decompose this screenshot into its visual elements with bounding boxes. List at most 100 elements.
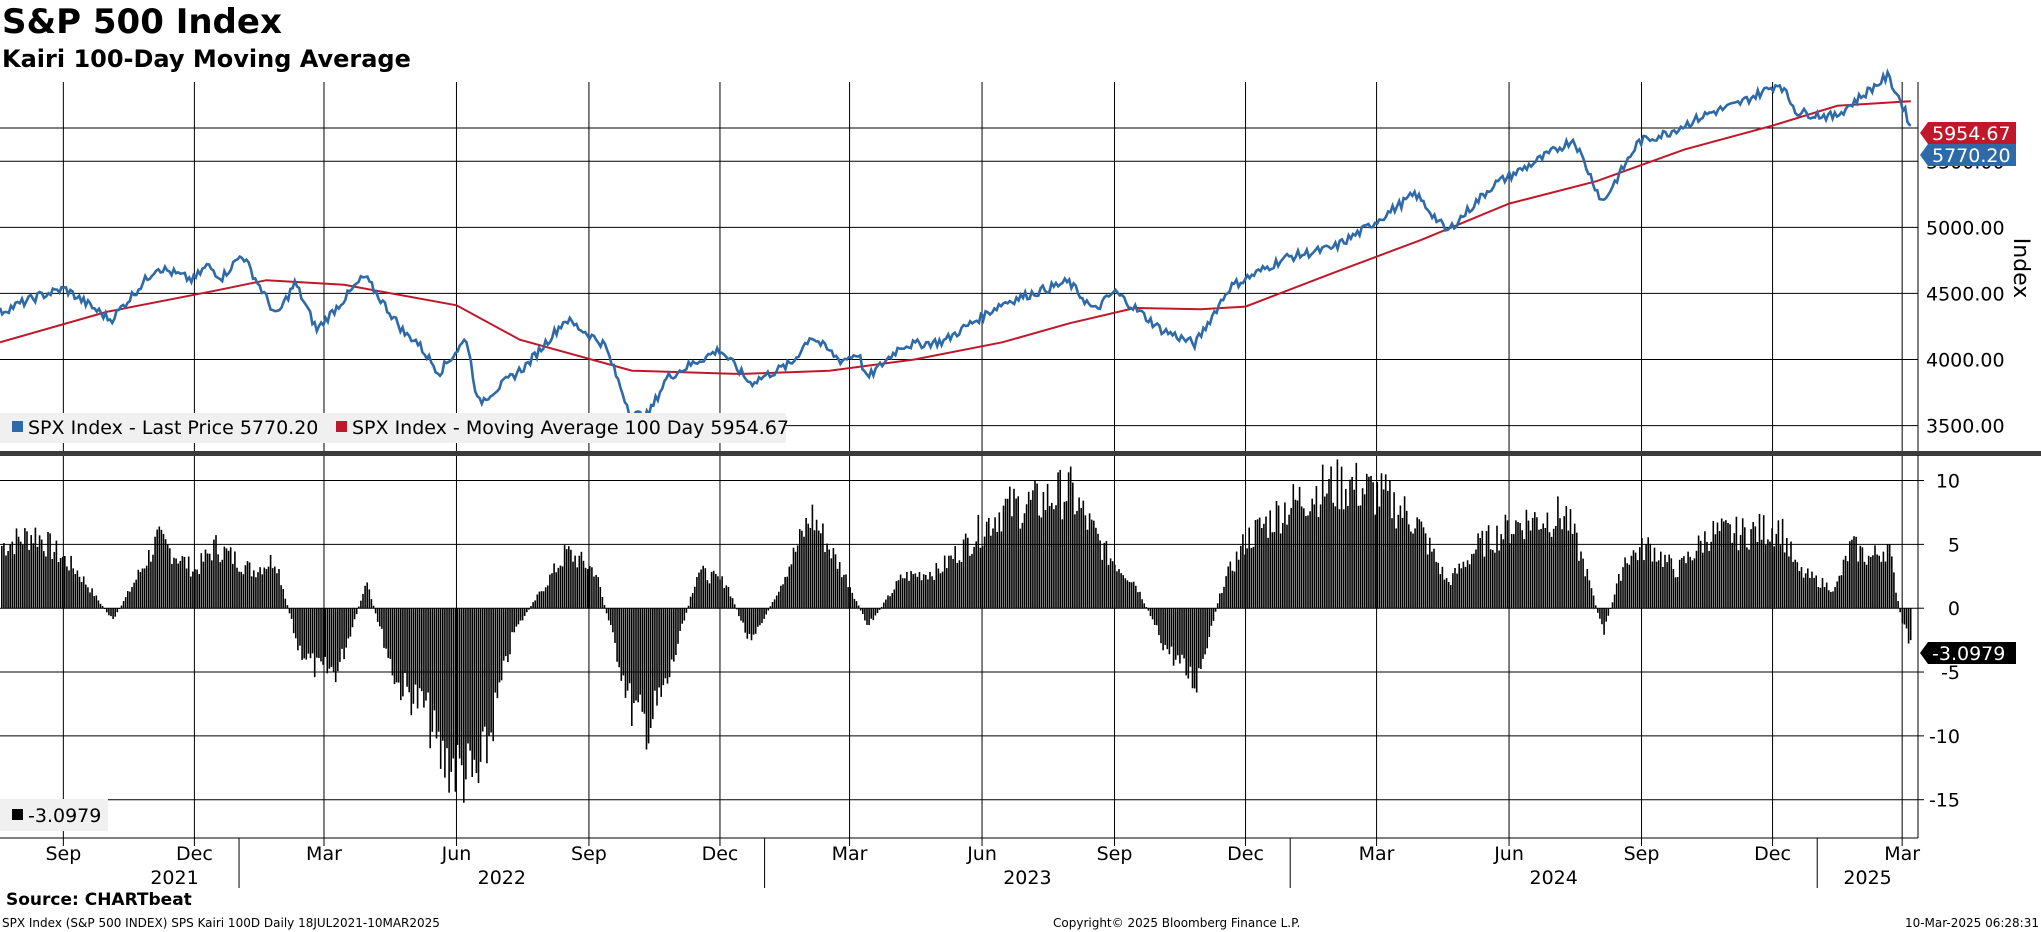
kairi-bar <box>610 608 612 626</box>
kairi-bar <box>1475 549 1477 609</box>
kairi-bar <box>1290 507 1292 609</box>
kairi-bar <box>1687 551 1689 609</box>
kairi-bar <box>717 576 719 609</box>
kairi-bar <box>538 591 541 609</box>
kairi-bar <box>1370 475 1372 609</box>
kairi-bar <box>1872 555 1874 609</box>
kairi-bar <box>975 541 977 609</box>
kairi-bar <box>631 608 633 727</box>
kairi-bar <box>1909 608 1912 641</box>
kairi-bar <box>523 608 526 616</box>
kairi-bar <box>250 576 253 609</box>
kairi-bar <box>1359 505 1362 609</box>
kairi-bar <box>715 573 717 609</box>
kairi-bar <box>1825 582 1828 609</box>
x-month-label: Mar <box>1359 843 1395 865</box>
kairi-bar <box>614 608 616 643</box>
kairi-bar <box>1273 531 1276 609</box>
kairi-bar <box>990 535 992 609</box>
kairi-bar <box>612 608 614 633</box>
kairi-bar <box>1597 608 1599 613</box>
kairi-bar <box>467 608 469 744</box>
kairi-bar <box>1748 549 1750 609</box>
x-year-label: 2024 <box>1530 867 1578 889</box>
kairi-bar <box>1267 537 1269 609</box>
kairi-bar <box>1777 520 1780 609</box>
kairi-bar <box>366 582 368 609</box>
kairi-bar <box>948 555 950 609</box>
kairi-bar <box>1863 561 1866 609</box>
kairi-bar <box>156 529 158 609</box>
kairi-bar <box>513 608 515 633</box>
kairi-bar <box>1674 577 1677 609</box>
kairi-bar <box>282 589 284 609</box>
kairi-last-value: -3.0979 <box>1932 643 2005 665</box>
kairi-bar <box>1090 519 1093 609</box>
kairi-bar <box>458 608 461 759</box>
kairi-bar <box>1231 570 1234 609</box>
kairi-bar <box>1126 580 1129 609</box>
kairi-bar <box>1569 509 1572 609</box>
kairi-bar <box>652 608 654 720</box>
kairi-bar <box>1588 580 1591 609</box>
kairi-bar <box>616 608 618 662</box>
kairi-bar <box>1676 577 1679 609</box>
kairi-bar <box>152 554 154 609</box>
kairi-bar <box>141 568 144 609</box>
kairi-bar <box>505 608 507 657</box>
kairi-bar <box>278 569 280 609</box>
kairi-bar <box>217 554 219 609</box>
kairi-bar <box>1177 608 1179 656</box>
kairi-bar <box>1897 601 1899 609</box>
kairi-bar <box>145 565 148 609</box>
kairi-bar <box>935 563 938 609</box>
kairi-bar <box>1334 506 1337 609</box>
kairi-bar <box>1445 578 1448 609</box>
kairi-bar <box>433 608 436 711</box>
kairi-bar <box>259 567 261 609</box>
price-line <box>0 68 1912 422</box>
x-month-label: Sep <box>1097 843 1133 865</box>
kairi-bar <box>206 553 209 609</box>
kairi-bar <box>320 608 322 662</box>
kairi-bar <box>1624 557 1626 609</box>
kairi-bar <box>1210 608 1213 626</box>
kairi-bar <box>1632 550 1635 609</box>
kairi-bar <box>1771 528 1773 609</box>
kairi-bar <box>1433 548 1435 609</box>
kairi-bar <box>784 577 786 609</box>
kairi-bar <box>1410 531 1412 609</box>
kairi-bar <box>1311 498 1313 609</box>
x-year-label: 2025 <box>1843 867 1891 889</box>
kairi-bar <box>68 570 70 609</box>
kairi-bar <box>1114 564 1116 609</box>
kairi-bar <box>752 608 755 635</box>
kairi-bar <box>1084 515 1087 609</box>
kairi-bar <box>303 608 305 659</box>
kairi-bar <box>1846 561 1849 609</box>
kairi-bar <box>589 566 591 609</box>
kairi-bar <box>435 608 438 739</box>
kairi-bar <box>196 569 198 609</box>
kairi-bar <box>225 548 228 609</box>
kairi-bar <box>895 581 898 609</box>
x-month-label: Dec <box>1227 843 1264 865</box>
kairi-bar <box>1693 558 1696 609</box>
kairi-bar <box>1643 560 1645 609</box>
kairi-bar <box>13 554 16 609</box>
x-month-label: Jun <box>441 843 472 865</box>
kairi-bar <box>719 579 721 609</box>
kairi-bar <box>9 544 11 609</box>
kairi-bar <box>1248 527 1250 609</box>
kairi-bar <box>933 579 935 609</box>
kairi-bar <box>1395 528 1397 609</box>
kairi-bar <box>622 608 625 676</box>
kairi-bar <box>1460 568 1463 609</box>
kairi-bar <box>1605 608 1607 622</box>
kairi-bar <box>479 608 482 762</box>
kairi-bar <box>563 545 566 609</box>
kairi-bar <box>1706 541 1708 609</box>
kairi-bar <box>1718 531 1721 609</box>
kairi-bar <box>1492 550 1494 609</box>
kairi-bar <box>765 608 767 615</box>
